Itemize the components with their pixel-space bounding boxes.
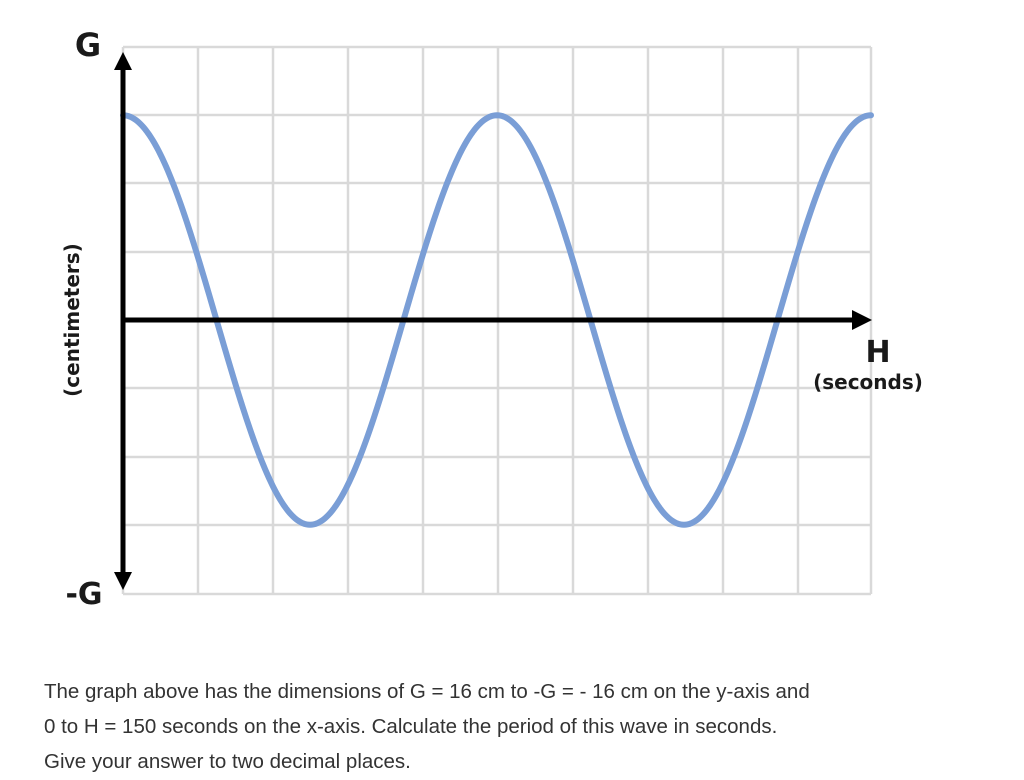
x-axis-arrow: [852, 310, 872, 330]
question-text: The graph above has the dimensions of G …: [44, 674, 994, 779]
question-line-2: 0 to H = 150 seconds on the x-axis. Calc…: [44, 715, 778, 738]
axes: [114, 52, 872, 590]
question-line-1: The graph above has the dimensions of G …: [44, 680, 810, 703]
wave-chart: G -G (centimeters) H (seconds): [60, 26, 923, 612]
y-axis-bottom-label: -G: [65, 577, 102, 612]
y-axis-down-arrow: [114, 572, 132, 590]
x-axis-end-label: H: [865, 335, 890, 370]
x-axis-unit-label: (seconds): [813, 370, 923, 394]
y-axis-up-arrow: [114, 52, 132, 70]
question-line-3: Give your answer to two decimal places.: [44, 750, 411, 773]
wave-curve: [120, 112, 874, 528]
y-axis-unit-label: (centimeters): [60, 243, 84, 397]
y-axis-top-label: G: [75, 26, 101, 64]
